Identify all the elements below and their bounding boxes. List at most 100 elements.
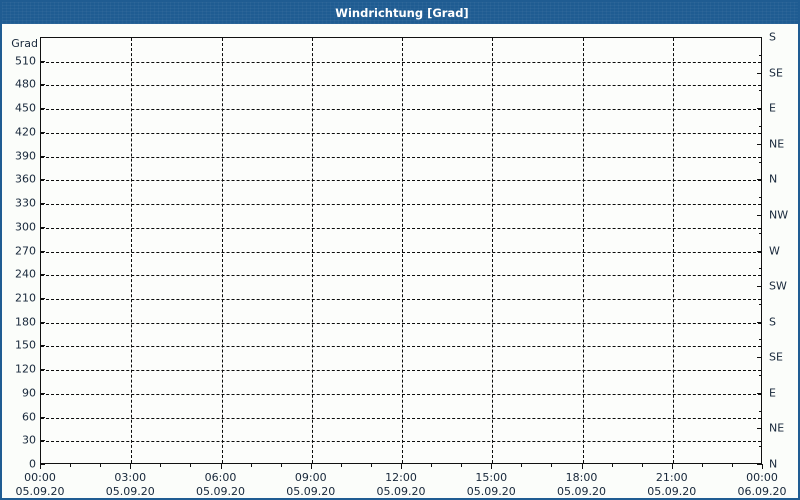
y-axis-tick-mark [40,416,45,418]
x-axis-tick-label: 09:00 05.09.20 [286,471,335,498]
y-axis-right-tick-label: S [769,315,776,329]
x-axis-tick-mark [491,464,493,469]
y-axis-right-minor-tick [759,161,762,163]
y-axis-tick-label: 510 [15,54,36,68]
x-axis-tick-label: 21:00 05.09.20 [647,471,697,498]
y-axis-right-tick-label: SW [769,279,787,293]
y-axis-tick-mark [40,155,45,157]
y-axis-tick-label: 0 [29,457,36,471]
x-axis-tick-label: 03:00 05.09.20 [105,471,155,498]
x-axis-tick-date: 05.09.20 [557,485,606,498]
y-axis-right-tick-label: N [769,172,778,186]
gridline-vertical [582,38,584,463]
x-axis-tick-label: 15:00 05.09.20 [466,471,516,498]
x-axis-tick-mark [40,464,41,469]
x-axis-tick-label: 00:00 05.09.20 [16,471,65,498]
x-axis-tick-date: 05.09.20 [466,485,516,498]
y-axis-right-tick-mark [757,286,762,288]
x-axis-tick-time: 00:00 [746,471,778,484]
y-axis-left: 510 480 450 420 390 360 330 300 270 240 210 180 150 1… [2,37,36,470]
x-axis-tick-time: 09:00 [294,471,327,484]
gridline-horizontal [41,85,761,87]
gridline-horizontal [41,61,761,63]
y-axis-tick-mark [40,226,45,228]
y-axis-right-minor-tick [759,54,762,56]
y-axis-right-tick-mark [757,143,762,145]
y-axis-right-minor-tick [759,410,762,412]
x-axis-minor-tick [100,464,102,467]
y-axis-right-tick-label: W [769,244,780,257]
y-axis-right-tick-mark [757,321,762,323]
y-axis-tick-mark [40,297,45,299]
y-axis-right-minor-tick [759,339,762,341]
x-axis-minor-tick [70,464,72,467]
x-axis-tick-mark [762,464,763,469]
y-axis-tick-mark [40,250,45,252]
y-axis-right-tick-mark [757,214,762,216]
window-titlebar: Windrichtung [Grad] [2,2,798,24]
y-axis-tick-label: 450 [15,101,36,115]
y-axis-tick-mark [40,84,45,86]
gridline-horizontal [41,204,761,206]
x-axis-tick-mark [130,464,132,469]
y-axis-tick-label: 480 [15,77,36,91]
gridline-horizontal [41,275,761,277]
x-axis-minor-tick [731,464,733,467]
gridline-vertical [221,38,223,463]
x-axis-minor-tick [611,464,613,467]
y-axis-tick-label: 300 [15,220,36,234]
gridline-vertical [311,38,313,463]
gridline-vertical [131,38,133,463]
y-axis-tick-label: 420 [15,125,36,139]
chart-canvas: Grad 510 480 450 420 390 360 330 300 270 240 210 18… [2,24,798,498]
gridline-horizontal [41,251,761,253]
y-axis-tick-mark [40,274,45,276]
gridline-horizontal [41,109,761,111]
gridline-vertical [492,38,494,463]
y-axis-right-tick-mark [757,72,762,74]
gridline-horizontal [41,156,761,158]
x-axis-tick-mark [310,464,312,469]
y-axis-right-tick-mark [757,464,762,465]
gridline-horizontal [41,370,761,372]
x-axis-tick-date: 05.09.20 [105,485,155,498]
x-axis-tick-date: 05.09.20 [196,485,245,498]
x-axis-tick-mark [581,464,583,469]
x-axis-tick-time: 18:00 [565,471,598,484]
y-axis-tick-label: 180 [15,315,36,329]
gridline-horizontal [41,298,761,300]
x-axis-tick-label: 12:00 05.09.20 [377,471,426,498]
y-axis-right-tick-label: SE [769,350,783,364]
y-axis-right: S SE E NE N NW W SW S SE E NE N [762,31,798,471]
y-axis-tick-mark [40,392,45,394]
y-axis-right-minor-tick [759,375,762,377]
x-axis-tick-date: 06.09.20 [737,485,787,498]
x-axis-minor-tick [280,464,282,467]
gridline-horizontal [41,346,761,348]
gridline-horizontal [41,322,761,324]
x-axis-minor-tick [190,464,192,467]
gridline-horizontal [41,417,761,419]
x-axis-tick-date: 05.09.20 [647,485,697,498]
y-axis-right-tick-label: N [769,457,778,471]
x-axis-minor-tick [461,464,463,467]
x-axis-minor-tick [521,464,523,467]
y-axis-right-minor-tick [759,446,762,448]
y-axis-right-tick-mark [757,37,762,38]
x-axis-minor-tick [370,464,372,467]
x-axis-tick-time: 15:00 [475,471,508,484]
gridline-horizontal [41,393,761,395]
y-axis-tick-mark [40,345,45,347]
x-axis-tick-time: 06:00 [204,471,237,484]
y-axis-tick-label: 240 [15,267,36,281]
y-axis-tick-mark [40,369,45,371]
y-axis-tick-label: 90 [22,386,36,400]
gridline-horizontal [41,132,761,134]
y-axis-tick-mark [40,321,45,323]
y-axis-right-tick-mark [757,392,762,394]
y-axis-tick-label: 60 [22,410,36,424]
x-axis-tick-time: 21:00 [655,471,688,484]
gridline-vertical [402,38,403,463]
x-axis-minor-tick [160,464,162,467]
y-axis-tick-label: 30 [22,433,36,447]
